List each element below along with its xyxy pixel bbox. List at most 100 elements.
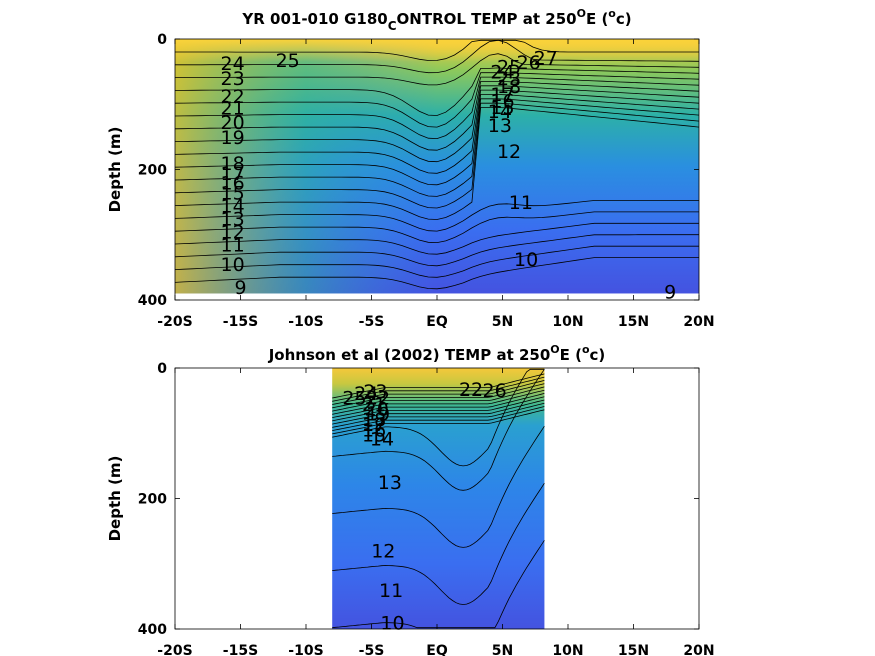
p1-contour-label-25: 15 bbox=[490, 97, 514, 119]
p1-contour-label-21: 23 bbox=[497, 68, 521, 90]
p2-contour-label-10: 15 bbox=[362, 425, 386, 447]
p2-x-tick-label-8: 20N bbox=[683, 643, 714, 656]
p1-contour-label-20: 24 bbox=[490, 62, 514, 84]
p1-contour-14 bbox=[174, 200, 699, 232]
p2-contour-label-9: 16 bbox=[362, 419, 386, 441]
p1-contour-label-8: 17 bbox=[221, 163, 245, 185]
p2-x-tick-label-4: EQ bbox=[426, 643, 448, 656]
panel-2: Johnson et al (2002) TEMP at 250OE (oc) … bbox=[106, 343, 715, 656]
p1-y-tick-label-2: 400 bbox=[138, 293, 167, 309]
p1-contour-13 bbox=[174, 211, 699, 244]
p2-contour-18 bbox=[332, 399, 545, 425]
p2-contour-19 bbox=[332, 396, 545, 422]
p1-contour-16 bbox=[174, 102, 700, 209]
p1-contour-12 bbox=[174, 222, 699, 255]
p1-x-tick-label-2: -10S bbox=[288, 314, 323, 330]
p2-contour-12 bbox=[332, 425, 545, 548]
panel-1-y-ticks: 0 200 400 bbox=[138, 32, 699, 309]
p1-contour-label-13: 12 bbox=[221, 221, 245, 243]
panel-2-title: Johnson et al (2002) TEMP at 250OE (oc) bbox=[268, 343, 606, 364]
panel-1-contour-lines bbox=[174, 39, 700, 290]
p2-x-tick-label-7: 15N bbox=[618, 643, 649, 656]
p2-contour-label-17: 10 bbox=[380, 612, 404, 634]
p2-x-tick-label-2: -10S bbox=[288, 643, 323, 656]
p1-contour-9 bbox=[174, 257, 699, 290]
p1-x-tick-label-4: EQ bbox=[426, 314, 448, 330]
p2-contour-20 bbox=[332, 393, 545, 418]
p2-y-tick-label-1: 200 bbox=[138, 492, 167, 508]
p1-contour-label-9: 16 bbox=[221, 173, 245, 195]
panel-1-field-warm-surface bbox=[175, 39, 699, 62]
p1-contour-label-7: 18 bbox=[221, 153, 245, 175]
p2-x-tick-label-0: -20S bbox=[157, 643, 192, 656]
p2-contour-label-5: 20 bbox=[365, 398, 389, 420]
p2-contour-10 bbox=[332, 540, 545, 629]
p1-contour-label-30: 10 bbox=[514, 249, 538, 271]
p1-contour-label-18: 26 bbox=[517, 52, 541, 74]
p1-contour-label-19: 25 bbox=[497, 56, 521, 78]
p2-contour-label-8: 17 bbox=[362, 414, 386, 436]
p2-contour-label-6: 19 bbox=[366, 404, 390, 426]
p1-contour-label-27: 13 bbox=[488, 115, 512, 137]
p2-contour-17 bbox=[332, 402, 545, 428]
p1-x-tick-label-8: 20N bbox=[683, 314, 714, 330]
p1-x-tick-label-0: -20S bbox=[157, 314, 192, 330]
p2-contour-24 bbox=[332, 380, 545, 405]
p1-contour-18 bbox=[174, 94, 700, 186]
panel-1-y-axis-label: Depth (m) bbox=[106, 127, 124, 213]
p2-y-tick-label-0: 0 bbox=[157, 361, 167, 377]
p1-contour-label-17: 27 bbox=[534, 47, 558, 69]
p2-contour-22 bbox=[332, 386, 545, 412]
p2-contour-label-15: 12 bbox=[371, 541, 395, 563]
panel-1-contour-labels: 24 25232221201918171615141312111092726252… bbox=[221, 47, 677, 303]
panel-2-field-base bbox=[332, 368, 545, 629]
p2-contour-21 bbox=[332, 389, 545, 415]
p1-contour-label-29: 11 bbox=[509, 192, 533, 214]
p1-contour-20 bbox=[174, 85, 700, 163]
p1-x-tick-label-3: -5S bbox=[359, 314, 385, 330]
p1-x-tick-label-7: 15N bbox=[618, 314, 649, 330]
p1-contour-label-28: 12 bbox=[497, 141, 521, 163]
p1-contour-label-1: 25 bbox=[276, 50, 300, 72]
p2-contour-label-4: 21 bbox=[362, 394, 386, 416]
panel-1-x-ticks: -20S -15S -10S -5S EQ 5N 10N 15N 20N bbox=[157, 39, 715, 330]
p2-contour-23 bbox=[332, 383, 545, 409]
p2-x-tick-label-3: -5S bbox=[359, 643, 385, 656]
p2-contour-16 bbox=[332, 406, 545, 431]
p1-contour-label-12: 13 bbox=[221, 208, 245, 230]
p1-contour-24 bbox=[175, 67, 700, 116]
p1-contour-10 bbox=[174, 245, 699, 278]
p2-contour-label-0: 25 bbox=[342, 387, 366, 409]
p2-contour-15 bbox=[332, 409, 545, 435]
panel-2-contour-lines bbox=[332, 368, 545, 629]
p1-contour-label-4: 21 bbox=[221, 98, 245, 120]
p1-contour-25 bbox=[175, 53, 700, 86]
p1-x-tick-label-6: 10N bbox=[552, 314, 583, 330]
p1-contour-label-22: 18 bbox=[497, 76, 521, 98]
p2-contour-26 bbox=[332, 373, 545, 399]
p2-contour-14 bbox=[332, 368, 545, 467]
p1-contour-label-16: 9 bbox=[234, 277, 246, 299]
panel-2-temperature-field bbox=[332, 368, 545, 629]
panel-2-y-ticks: 0 200 400 bbox=[138, 361, 699, 638]
p1-contour-label-31: 9 bbox=[664, 282, 676, 304]
p1-contour-label-24: 16 bbox=[490, 90, 514, 112]
p2-y-tick-label-2: 400 bbox=[138, 622, 167, 638]
p1-contour-17 bbox=[174, 98, 700, 197]
p1-contour-label-6: 19 bbox=[221, 127, 245, 149]
p1-contour-23 bbox=[174, 72, 700, 128]
p1-x-tick-label-5: 5N bbox=[492, 314, 513, 330]
p1-contour-label-23: 17 bbox=[490, 84, 514, 106]
panel-2-x-ticks: -20S -15S -10S -5S EQ 5N 10N 15N 20N bbox=[157, 368, 715, 656]
p1-contour-label-0: 24 bbox=[221, 53, 245, 75]
p1-contour-22 bbox=[174, 76, 700, 140]
p1-contour-11 bbox=[174, 234, 699, 267]
p1-contour-label-14: 11 bbox=[221, 235, 245, 257]
p2-contour-13 bbox=[332, 369, 545, 491]
p1-x-tick-label-1: -15S bbox=[223, 314, 258, 330]
p1-contour-label-15: 10 bbox=[221, 254, 245, 276]
p1-contour-15 bbox=[174, 107, 700, 220]
p1-y-tick-label-0: 0 bbox=[157, 32, 167, 48]
p1-contour-21 bbox=[174, 81, 700, 151]
